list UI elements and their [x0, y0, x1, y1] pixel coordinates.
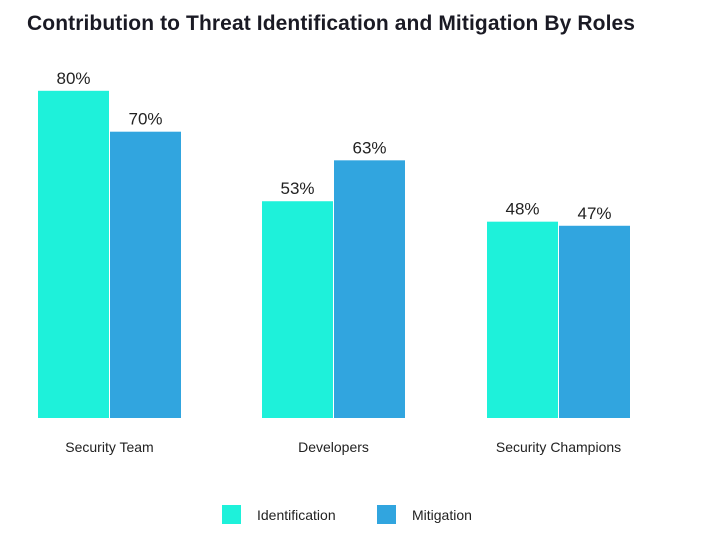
category-label: Security Champions — [496, 439, 621, 455]
legend-item-identification: Identification — [222, 505, 336, 524]
data-label-mitigation: 47% — [577, 204, 611, 223]
bar-mitigation — [110, 131, 181, 418]
bar-identification — [262, 201, 333, 418]
bar-mitigation — [559, 225, 630, 418]
bar-identification — [38, 90, 109, 419]
data-label-identification: 48% — [505, 200, 539, 219]
legend-swatch-identification — [222, 505, 241, 524]
category-label: Developers — [298, 439, 369, 455]
legend-item-mitigation: Mitigation — [377, 505, 472, 524]
data-label-identification: 80% — [56, 69, 90, 88]
legend-swatch-mitigation — [377, 505, 396, 524]
legend-label-identification: Identification — [257, 506, 336, 523]
data-label-identification: 53% — [280, 179, 314, 198]
category-label: Security Team — [65, 439, 153, 455]
data-label-mitigation: 63% — [352, 138, 386, 157]
chart-title: Contribution to Threat Identification an… — [27, 12, 636, 35]
legend-label-mitigation: Mitigation — [412, 506, 472, 523]
data-label-mitigation: 70% — [128, 110, 162, 129]
bar-mitigation — [334, 160, 405, 418]
bar-identification — [487, 221, 558, 418]
